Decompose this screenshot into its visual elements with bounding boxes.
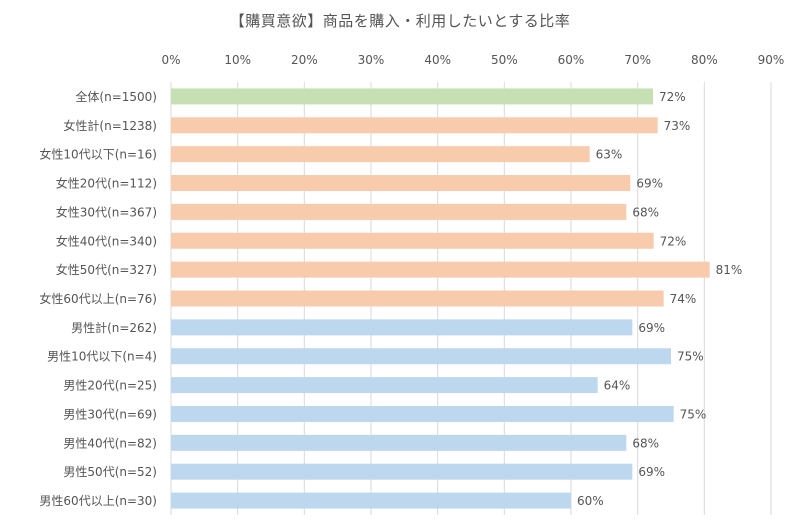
x-tick-label: 40% [424,53,451,67]
x-tick-label: 10% [224,53,251,67]
bar [171,175,631,192]
x-tick-label: 30% [358,53,385,67]
x-tick-label: 20% [291,53,318,67]
value-label: 73% [664,119,691,133]
bar [171,377,598,394]
bar [171,319,633,336]
category-label: 男性40代(n=82) [63,436,157,450]
value-label: 69% [636,177,663,191]
value-label: 69% [638,321,665,335]
value-label: 72% [659,90,686,104]
category-label: 女性60代以上(n=76) [39,291,157,306]
category-label: 女性計(n=1238) [63,118,157,133]
x-tick-label: 60% [558,53,585,67]
bar [171,463,633,480]
category-label: 女性50代(n=327) [56,262,157,277]
bar [171,290,664,307]
category-layer: 全体(n=1500) 女性計(n=1238) 女性10代以下(n=16) 女性20代(… [39,89,157,508]
value-label: 69% [638,465,665,479]
category-label: 男性30代(n=69) [63,407,157,421]
category-label: 男性10代以下(n=4) [47,350,157,364]
value-label: 74% [670,292,697,306]
x-tick-label: 70% [624,53,651,67]
x-tick-label: 90% [758,53,785,67]
chart-title: 【購買意欲】商品を購入・利用したいとする比率 [229,12,571,30]
bar [171,146,590,163]
category-label: 女性10代以下(n=16) [39,147,157,162]
bar [171,232,654,249]
tick-layer: 0% 10% 20% 30% 40% 50% 60% 70% 80% 90% [161,53,784,67]
value-label: 60% [577,494,604,508]
bar [171,405,674,422]
category-label: 女性40代(n=340) [56,233,157,248]
category-label: 女性20代(n=112) [56,176,157,191]
value-label: 72% [660,234,687,248]
category-label: 男性計(n=262) [71,320,157,335]
value-label: 81% [716,263,743,277]
bar [171,434,627,451]
value-label: 68% [632,436,659,450]
category-label: 女性30代(n=367) [56,204,157,219]
category-label: 男性20代(n=25) [63,379,157,393]
bar [171,117,658,134]
bar [171,203,627,220]
value-label: 75% [680,407,707,421]
bar [171,261,710,278]
bar [171,88,653,105]
x-tick-label: 0% [161,53,180,67]
category-label: 男性60代以上(n=30) [39,494,157,508]
value-label: 68% [632,205,659,219]
value-label: 63% [596,148,623,162]
value-label: 75% [677,350,704,364]
bar [171,492,571,509]
category-label: 全体(n=1500) [75,89,157,104]
x-tick-label: 50% [491,53,518,67]
label-layer: 72% 73% 63% 69% 68% 72% 81% 74% 69% 75% 64% 75% 68% 6… [577,90,742,508]
x-tick-label: 80% [691,53,718,67]
value-label: 64% [604,379,631,393]
bar-layer [171,88,710,509]
category-label: 男性50代(n=52) [63,465,157,479]
bar [171,348,671,365]
